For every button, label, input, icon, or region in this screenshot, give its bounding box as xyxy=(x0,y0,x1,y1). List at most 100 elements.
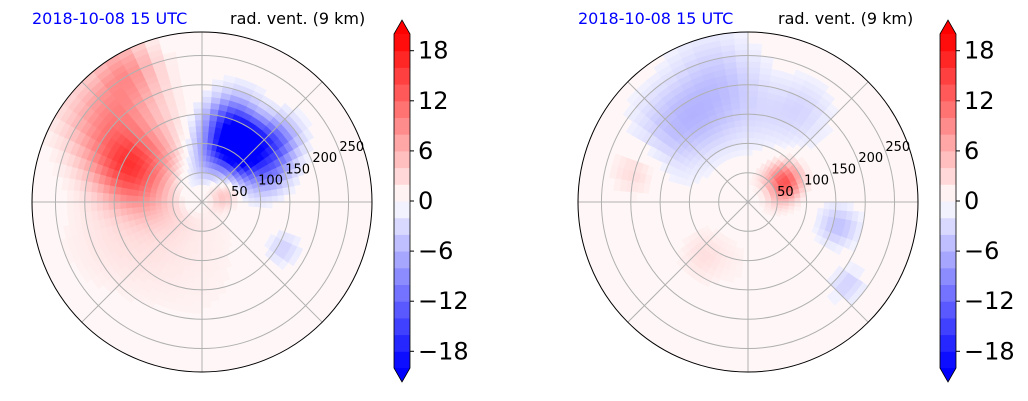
field-cell xyxy=(788,201,796,207)
field-cell xyxy=(277,194,285,203)
field-cell xyxy=(747,102,758,109)
field-cell xyxy=(735,265,743,273)
field-cell xyxy=(747,107,757,115)
colorbar-segment xyxy=(940,251,956,269)
field-cell xyxy=(195,265,203,273)
field-cell xyxy=(739,107,749,115)
colorbar-segment xyxy=(394,234,410,252)
field-cell xyxy=(793,69,808,81)
colorbar-segment xyxy=(940,84,956,102)
field-cell xyxy=(668,173,677,183)
field-cell xyxy=(72,201,80,214)
field-cell xyxy=(260,196,267,203)
colorbar-segment xyxy=(940,234,956,252)
field-cell xyxy=(197,242,203,250)
field-cell xyxy=(192,295,203,302)
colorbar-segment xyxy=(394,267,410,285)
field-cell xyxy=(747,125,755,133)
field-cell xyxy=(198,236,203,244)
field-cell xyxy=(201,160,206,168)
field-cell xyxy=(747,60,761,68)
colorbar-tick-label: −6 xyxy=(964,237,999,265)
field-cell xyxy=(102,192,109,203)
field-cell xyxy=(609,165,619,179)
colorbar-segment xyxy=(394,301,410,319)
colorbar-segment xyxy=(940,284,956,302)
field-cell xyxy=(196,260,203,267)
colorbar-segment xyxy=(394,67,410,85)
field-cell xyxy=(113,201,121,210)
field-cell xyxy=(160,198,168,203)
field-cell xyxy=(66,189,74,203)
field-cell xyxy=(747,90,759,98)
polar-panel-right: 2018-10-08 15 UTC rad. vent. (9 km) 50 10… xyxy=(577,9,1015,383)
azimuth-spoke xyxy=(201,201,323,323)
field-cell xyxy=(195,271,203,279)
field-cell xyxy=(78,190,86,203)
field-cell xyxy=(119,194,127,203)
field-cell xyxy=(753,131,761,139)
colorbar-extend-bottom xyxy=(940,368,956,382)
field-cell xyxy=(734,55,749,63)
field-cell xyxy=(131,195,139,203)
radial-tick-label: 150 xyxy=(285,162,310,177)
field-cell xyxy=(201,148,207,156)
field-cell xyxy=(143,201,150,208)
field-cell xyxy=(196,143,203,150)
colorbar-extend-top xyxy=(940,20,956,34)
radial-tick-label: 250 xyxy=(885,140,910,155)
field-cell xyxy=(90,201,98,213)
colorbar-segment xyxy=(394,284,410,302)
field-cell xyxy=(148,197,156,203)
colorbar-tick-label: 0 xyxy=(964,187,979,215)
colorbar-segment xyxy=(940,167,956,185)
field-cell xyxy=(119,201,127,210)
field-cell xyxy=(741,125,749,133)
field-cell xyxy=(747,119,756,127)
field-cell xyxy=(734,270,743,279)
field-cell xyxy=(195,125,203,133)
colorbar-segment xyxy=(940,201,956,219)
radial-tick-label: 50 xyxy=(231,185,248,200)
field-cell xyxy=(782,201,790,206)
field-cell xyxy=(201,154,207,162)
colorbar-segment xyxy=(394,201,410,219)
field-cell xyxy=(201,289,211,297)
field-cell xyxy=(96,192,104,203)
field-cell xyxy=(72,190,80,203)
field-cell xyxy=(823,201,831,210)
field-cell xyxy=(613,178,622,192)
field-cell xyxy=(201,102,212,109)
field-cell xyxy=(84,201,92,213)
field-cell xyxy=(201,265,209,273)
field-cell xyxy=(737,90,749,98)
field-cell xyxy=(91,275,104,290)
azimuth-spoke xyxy=(747,201,869,323)
field-cell xyxy=(205,149,212,157)
field-cell xyxy=(201,300,212,308)
colorbar-tick-label: −12 xyxy=(418,287,469,315)
field-cell xyxy=(271,195,279,203)
field-cell xyxy=(193,107,203,115)
field-cell xyxy=(625,120,638,135)
field-cell xyxy=(194,113,203,121)
field-cell xyxy=(260,201,267,208)
field-cell xyxy=(107,193,115,203)
field-cell xyxy=(182,305,194,314)
field-cell xyxy=(254,196,261,203)
field-cell xyxy=(107,201,115,211)
field-cell xyxy=(67,212,76,226)
field-cell xyxy=(736,72,749,80)
colorbar-segment xyxy=(940,267,956,285)
field-cell xyxy=(189,265,197,273)
field-cell xyxy=(201,277,210,285)
field-cell xyxy=(740,119,749,127)
field-cell xyxy=(759,163,766,171)
polar-panel-left: 2018-10-08 15 UTC rad. vent. (9 km) 50 10… xyxy=(31,9,469,383)
field-cell xyxy=(248,201,256,207)
field-cell xyxy=(733,37,749,45)
colorbar-segment xyxy=(394,334,410,352)
field-cell xyxy=(853,266,866,280)
radial-tick-label: 50 xyxy=(777,185,794,200)
